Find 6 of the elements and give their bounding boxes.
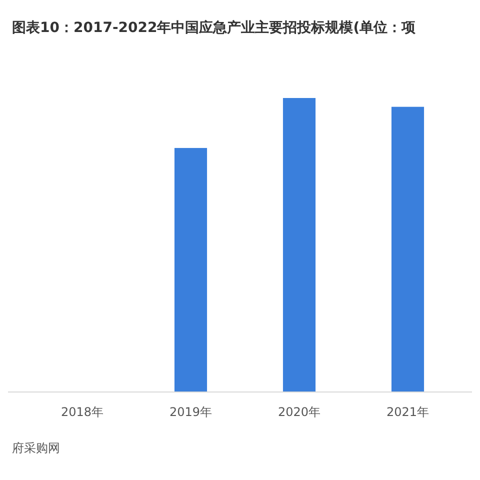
text: 府采购网 — [12, 441, 60, 455]
chart-title: 图表10：2017-2022年中国应急产业主要招投标规模(单位：项 — [12, 19, 417, 36]
x-tick-label: 2021年 — [386, 405, 430, 419]
x-tick-label: 2020年 — [278, 405, 321, 419]
x-tick-label: 2018年 — [60, 405, 104, 419]
x-tick-label: 2019年 — [169, 405, 212, 419]
